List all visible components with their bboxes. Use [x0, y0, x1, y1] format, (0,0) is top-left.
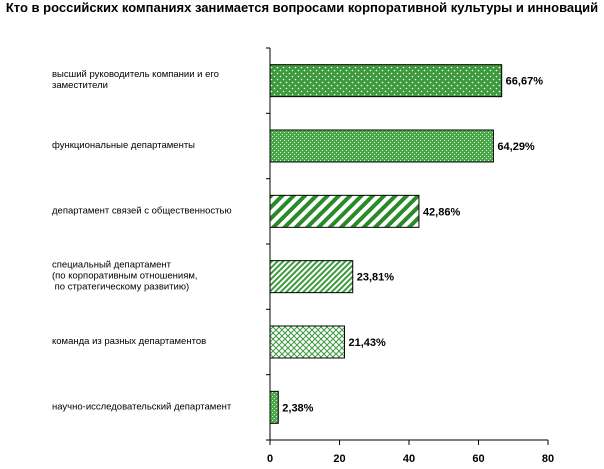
- x-tick-label: 40: [403, 453, 415, 465]
- bar: [269, 129, 494, 163]
- bar: [269, 260, 354, 294]
- x-tick-label: 20: [333, 453, 345, 465]
- bar: [269, 390, 279, 424]
- x-tick-label: 60: [472, 453, 484, 465]
- chart-title: Кто в российских компаниях занимается во…: [5, 0, 599, 15]
- category-label: команда из разных департаментов: [52, 336, 206, 347]
- category-label: функциональные департаменты: [52, 140, 195, 151]
- category-label: департамент связей с общественностью: [52, 205, 232, 216]
- data-label: 23,81%: [357, 272, 395, 284]
- bar: [269, 325, 345, 359]
- data-label: 21,43%: [348, 337, 386, 349]
- bar: [269, 194, 420, 228]
- data-label: 66,67%: [506, 76, 544, 88]
- x-tick-label: 80: [542, 453, 554, 465]
- x-tick-label: 0: [267, 453, 273, 465]
- data-label: 64,29%: [497, 141, 535, 153]
- data-label: 2,38%: [282, 402, 313, 414]
- bar: [269, 64, 503, 98]
- category-label: специальный департамент (по корпоративным…: [52, 260, 198, 293]
- category-label: высший руководитель компании и его замест…: [52, 69, 219, 91]
- data-label: 42,86%: [423, 206, 461, 218]
- category-label: научно-исследовательский департамент: [52, 401, 232, 412]
